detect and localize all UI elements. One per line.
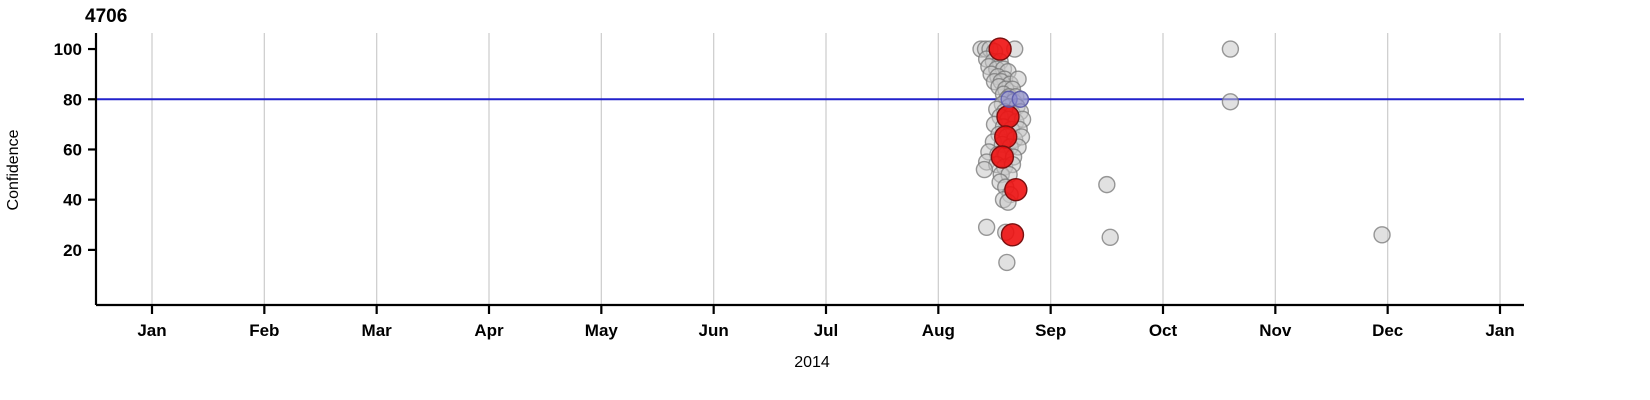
- data-point[interactable]: [975, 160, 994, 179]
- y-tick-label-80: 80: [63, 90, 82, 109]
- x-tick-label-jan-0: Jan: [137, 321, 166, 340]
- data-point[interactable]: [994, 125, 1018, 149]
- data-point[interactable]: [996, 105, 1020, 129]
- page-title: 4706: [85, 6, 127, 27]
- data-point[interactable]: [1011, 90, 1030, 108]
- x-tick-label-sep-8: Sep: [1035, 321, 1066, 340]
- data-point[interactable]: [1098, 175, 1116, 194]
- data-point[interactable]: [1004, 177, 1028, 202]
- data-point[interactable]: [1221, 93, 1240, 111]
- data-point[interactable]: [990, 145, 1015, 169]
- x-tick-label-mar-2: Mar: [362, 321, 393, 340]
- data-point[interactable]: [977, 218, 996, 237]
- data-point[interactable]: [1221, 40, 1240, 58]
- x-tick-label-aug-7: Aug: [922, 321, 955, 340]
- data-point[interactable]: [998, 253, 1016, 272]
- x-tick-label-nov-10: Nov: [1259, 321, 1292, 340]
- y-tick-label-20: 20: [63, 241, 82, 260]
- data-point[interactable]: [1373, 226, 1391, 244]
- x-tick-label-jun-5: Jun: [699, 321, 729, 340]
- x-tick-label-may-4: May: [585, 321, 619, 340]
- x-axis-ticks: Jan Feb Mar Apr May Jun Jul Aug Sep Oct Nov Dec Jan: [137, 305, 1515, 340]
- data-point[interactable]: [988, 37, 1012, 61]
- x-tick-label-apr-3: Apr: [474, 321, 504, 340]
- x-tick-label-jul-6: Jul: [814, 321, 839, 340]
- x-tick-label-dec-11: Dec: [1372, 321, 1403, 340]
- x-axis-title: 2014: [794, 354, 830, 371]
- data-point[interactable]: [1000, 223, 1025, 247]
- y-tick-label-40: 40: [63, 191, 82, 210]
- y-tick-label-100: 100: [54, 40, 82, 59]
- y-tick-label-60: 60: [63, 140, 82, 159]
- x-tick-label-feb-1: Feb: [249, 321, 279, 340]
- x-tick-label-oct-9: Oct: [1149, 321, 1178, 340]
- y-axis-title: Confidence: [5, 129, 22, 210]
- y-axis-ticks: 20 40 60 80 100: [54, 40, 96, 260]
- series-observations: [972, 40, 1391, 272]
- data-points: [972, 37, 1391, 272]
- x-tick-label-jan-12: Jan: [1485, 321, 1514, 340]
- data-point[interactable]: [1101, 228, 1119, 247]
- vertical-gridlines: [151, 33, 1501, 305]
- series-threshold-markers: [1000, 90, 1030, 108]
